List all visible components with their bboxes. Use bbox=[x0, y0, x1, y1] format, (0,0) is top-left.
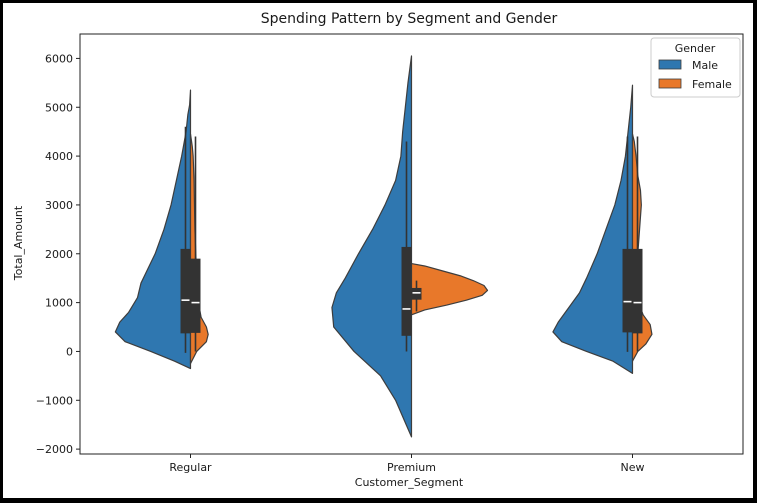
legend-label-male: Male bbox=[692, 59, 718, 72]
box-male-premium bbox=[401, 246, 412, 336]
chart-figure: −2000 −1000 0 1000 2000 3000 4000 5000 6000 Regul… bbox=[3, 3, 753, 498]
y-tick-label: 3000 bbox=[45, 199, 73, 212]
box-male-new bbox=[622, 248, 633, 333]
y-tick-label: −1000 bbox=[36, 394, 73, 407]
violin-chart: −2000 −1000 0 1000 2000 3000 4000 5000 6000 Regul… bbox=[12, 11, 744, 489]
legend-swatch-male bbox=[658, 59, 682, 70]
legend-title: Gender bbox=[675, 42, 716, 55]
violin-male-premium bbox=[331, 55, 413, 438]
box-female-new bbox=[632, 248, 643, 334]
y-tick-label: 4000 bbox=[45, 150, 73, 163]
legend-swatch-female bbox=[658, 78, 682, 89]
violin-male-regular bbox=[114, 89, 192, 370]
violin-male-new bbox=[552, 84, 634, 375]
y-tick-label: 0 bbox=[66, 345, 73, 358]
y-tick-label: 6000 bbox=[45, 52, 73, 65]
legend-label-female: Female bbox=[692, 78, 732, 91]
box-female-premium bbox=[411, 287, 422, 300]
x-tick-label: Premium bbox=[387, 461, 436, 474]
legend: Gender Male Female bbox=[650, 37, 741, 98]
box-female-regular bbox=[190, 258, 201, 333]
violin-female-premium bbox=[410, 262, 489, 316]
box-male-regular bbox=[180, 248, 191, 334]
y-tick-label: 1000 bbox=[45, 297, 73, 310]
chart-title: Spending Pattern by Segment and Gender bbox=[261, 11, 558, 27]
y-tick-label: 5000 bbox=[45, 101, 73, 114]
x-tick-label: New bbox=[621, 461, 645, 474]
x-axis-label: Customer_Segment bbox=[355, 476, 464, 489]
y-tick-label: 2000 bbox=[45, 248, 73, 261]
x-tick-label: Regular bbox=[169, 461, 212, 474]
y-tick-label: −2000 bbox=[36, 443, 73, 456]
y-axis-label: Total_Amount bbox=[12, 205, 25, 281]
